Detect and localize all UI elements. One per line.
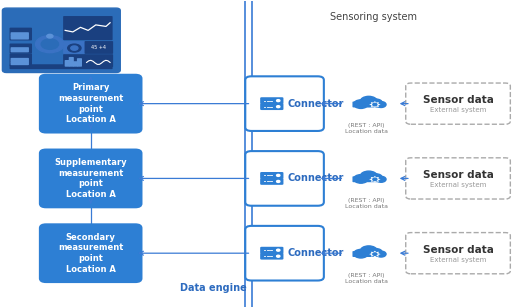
Text: External system: External system	[430, 182, 486, 188]
FancyBboxPatch shape	[69, 57, 74, 67]
Text: Metrics: Metrics	[63, 78, 91, 87]
Text: Sensor data: Sensor data	[423, 170, 494, 180]
Polygon shape	[369, 101, 381, 108]
FancyBboxPatch shape	[85, 41, 113, 54]
Circle shape	[376, 176, 386, 182]
FancyBboxPatch shape	[77, 58, 82, 67]
FancyBboxPatch shape	[260, 172, 284, 179]
Circle shape	[376, 102, 386, 107]
Circle shape	[277, 106, 280, 108]
FancyBboxPatch shape	[10, 53, 32, 66]
Text: 45 +4: 45 +4	[91, 45, 106, 50]
FancyBboxPatch shape	[352, 251, 383, 257]
Circle shape	[47, 34, 53, 38]
Circle shape	[68, 44, 81, 52]
Circle shape	[360, 171, 377, 181]
Circle shape	[35, 35, 64, 53]
FancyBboxPatch shape	[73, 61, 78, 67]
Circle shape	[277, 255, 280, 257]
Circle shape	[41, 39, 58, 49]
FancyBboxPatch shape	[406, 233, 510, 274]
Text: Data engine: Data engine	[180, 283, 247, 293]
FancyBboxPatch shape	[11, 34, 29, 37]
FancyBboxPatch shape	[245, 151, 324, 206]
Text: (REST : API)
Location data: (REST : API) Location data	[345, 273, 388, 284]
Polygon shape	[369, 251, 381, 257]
Polygon shape	[369, 176, 381, 183]
FancyBboxPatch shape	[11, 47, 29, 50]
FancyBboxPatch shape	[10, 43, 32, 53]
Circle shape	[353, 100, 368, 108]
Text: Sensor data: Sensor data	[423, 245, 494, 254]
Circle shape	[277, 99, 280, 102]
FancyBboxPatch shape	[11, 49, 29, 52]
FancyBboxPatch shape	[260, 253, 284, 260]
FancyBboxPatch shape	[245, 76, 324, 131]
FancyBboxPatch shape	[85, 54, 113, 67]
FancyBboxPatch shape	[40, 150, 142, 207]
FancyBboxPatch shape	[63, 16, 113, 40]
Circle shape	[353, 249, 368, 258]
FancyBboxPatch shape	[260, 178, 284, 185]
FancyBboxPatch shape	[11, 60, 29, 63]
FancyBboxPatch shape	[260, 103, 284, 110]
Text: Connector: Connector	[287, 99, 344, 109]
FancyBboxPatch shape	[11, 58, 29, 61]
Text: Supplementary
measurement
point
Location A: Supplementary measurement point Location…	[54, 158, 127, 199]
FancyBboxPatch shape	[63, 41, 86, 54]
FancyBboxPatch shape	[10, 64, 113, 69]
Circle shape	[277, 249, 280, 251]
Text: (REST : API)
Location data: (REST : API) Location data	[345, 124, 388, 134]
Circle shape	[353, 175, 368, 183]
Circle shape	[373, 253, 377, 255]
Text: Sensor data: Sensor data	[423, 95, 494, 105]
Circle shape	[373, 178, 377, 180]
Text: (REST : API)
Location data: (REST : API) Location data	[345, 198, 388, 209]
Circle shape	[370, 249, 382, 256]
Circle shape	[360, 246, 377, 256]
FancyBboxPatch shape	[63, 54, 86, 67]
Circle shape	[370, 99, 382, 107]
FancyBboxPatch shape	[11, 32, 29, 35]
FancyBboxPatch shape	[10, 28, 32, 40]
Circle shape	[373, 103, 377, 106]
FancyBboxPatch shape	[260, 97, 284, 104]
Text: External system: External system	[430, 257, 486, 263]
Text: Secondary
measurement
point
Location A: Secondary measurement point Location A	[58, 233, 123, 274]
FancyBboxPatch shape	[11, 62, 29, 65]
Circle shape	[277, 174, 280, 176]
FancyBboxPatch shape	[260, 247, 284, 253]
Circle shape	[370, 174, 382, 181]
Circle shape	[277, 180, 280, 182]
FancyBboxPatch shape	[11, 36, 29, 39]
Text: Connector: Connector	[287, 173, 344, 184]
FancyBboxPatch shape	[40, 224, 142, 282]
FancyBboxPatch shape	[245, 226, 324, 281]
FancyBboxPatch shape	[65, 60, 70, 67]
FancyBboxPatch shape	[40, 75, 142, 132]
FancyBboxPatch shape	[406, 83, 510, 124]
Circle shape	[360, 96, 377, 107]
FancyBboxPatch shape	[352, 102, 383, 107]
Text: Primary
measurement
point
Location A: Primary measurement point Location A	[58, 83, 123, 124]
FancyBboxPatch shape	[352, 176, 383, 182]
Text: Sensoring system: Sensoring system	[330, 12, 418, 22]
Circle shape	[376, 251, 386, 257]
Text: Connector: Connector	[287, 248, 344, 258]
FancyBboxPatch shape	[406, 158, 510, 199]
Text: External system: External system	[430, 107, 486, 113]
FancyBboxPatch shape	[3, 8, 120, 72]
Circle shape	[71, 46, 78, 50]
